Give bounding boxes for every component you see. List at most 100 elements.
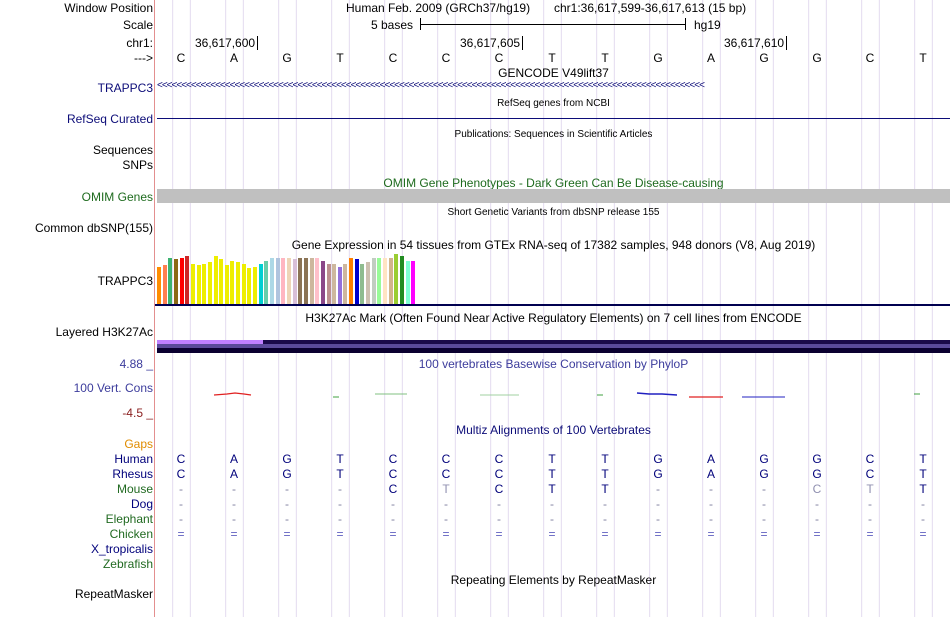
gtex-tissue-bar[interactable]: [253, 266, 258, 304]
repeatmasker-track-label[interactable]: RepeatMasker: [74, 587, 153, 601]
refseq-track-label[interactable]: RefSeq Curated: [66, 112, 153, 126]
gtex-tissue-bar[interactable]: [411, 260, 416, 304]
gtex-tissue-bar[interactable]: [298, 257, 303, 304]
alignment-base: -: [285, 497, 289, 511]
gtex-tissue-bar[interactable]: [399, 255, 404, 304]
alignment-base: A: [229, 467, 238, 481]
ruler-base: G: [759, 51, 769, 65]
publications-track-label-2[interactable]: SNPs: [122, 158, 153, 172]
position-readout: chr1:36,617,599-36,617,613 (15 bp): [554, 1, 747, 15]
omim-feature-bar[interactable]: [157, 189, 950, 203]
ruler-base: C: [494, 51, 504, 65]
gtex-tissue-bar[interactable]: [247, 268, 252, 304]
refseq-gene-line[interactable]: [157, 118, 950, 119]
repeatmasker-track-title: Repeating Elements by RepeatMasker: [450, 573, 657, 587]
gtex-tissue-bar[interactable]: [236, 262, 241, 304]
omim-track-label[interactable]: OMIM Genes: [81, 190, 153, 204]
gtex-tissue-bar[interactable]: [270, 257, 274, 304]
alignment-base: -: [444, 497, 448, 511]
alignment-base: -: [338, 497, 342, 511]
species-label: Chicken: [109, 527, 153, 541]
gtex-tissue-bar[interactable]: [196, 265, 201, 304]
gtex-tissue-bar[interactable]: [360, 263, 365, 304]
gtex-tissue-bar[interactable]: [179, 257, 184, 304]
alignment-base: =: [654, 527, 662, 541]
alignment-base: G: [759, 452, 769, 466]
publications-track-label[interactable]: Sequences: [92, 143, 153, 157]
h3k27ac-track-title: H3K27Ac Mark (Often Found Near Active Re…: [305, 311, 802, 325]
gtex-tissue-bar[interactable]: [332, 263, 337, 304]
gtex-tissue-bar[interactable]: [224, 265, 229, 304]
gtex-track-title: Gene Expression in 54 tissues from GTEx …: [291, 238, 816, 252]
gtex-tissue-bar[interactable]: [371, 257, 376, 304]
alignment-base: C: [441, 452, 451, 466]
alignment-base: -: [656, 497, 660, 511]
alignment-base: -: [709, 497, 713, 511]
alignment-base: =: [919, 527, 927, 541]
alignment-base: -: [550, 497, 554, 511]
ruler-base: A: [229, 51, 238, 65]
phylop-track-label[interactable]: 100 Vert. Cons: [73, 381, 153, 395]
refseq-track-title: RefSeq genes from NCBI: [497, 98, 610, 109]
gtex-tissue-bar[interactable]: [388, 257, 393, 304]
gtex-tissue-bar[interactable]: [275, 257, 280, 304]
gencode-gene-feature[interactable]: <<<<<<<<<<<<<<<<<<<<<<<<<<<<<<<<<<<<<<<<…: [157, 80, 705, 91]
h3k27ac-signal[interactable]: [157, 340, 950, 353]
gtex-tissue-bar[interactable]: [377, 257, 382, 304]
gtex-tissue-bar[interactable]: [383, 257, 387, 304]
gtex-tissue-bar[interactable]: [394, 254, 399, 304]
gtex-tissue-bar[interactable]: [309, 257, 314, 304]
gtex-tissue-bar[interactable]: [286, 257, 291, 304]
gtex-tissue-bar[interactable]: [264, 260, 269, 304]
gencode-track-title: GENCODE V49lift37: [498, 66, 609, 80]
phylop-plot[interactable]: [157, 370, 950, 410]
alignment-base: A: [229, 452, 238, 466]
gtex-tissue-bar[interactable]: [157, 266, 161, 304]
alignment-base: G: [759, 467, 769, 481]
gtex-tissue-bar[interactable]: [303, 257, 308, 304]
gtex-track-label[interactable]: TRAPPC3: [97, 274, 153, 288]
gtex-tissue-bar[interactable]: [213, 255, 218, 304]
alignment-base: -: [762, 497, 766, 511]
gtex-tissue-bar[interactable]: [173, 259, 178, 304]
gtex-tissue-bar[interactable]: [292, 259, 297, 304]
alignment-base: =: [442, 527, 450, 541]
gtex-tissue-bar[interactable]: [354, 259, 359, 304]
alignment-base: -: [550, 512, 554, 526]
alignment-base: -: [338, 512, 342, 526]
gtex-tissue-bar[interactable]: [241, 263, 246, 304]
h3k27ac-track-label[interactable]: Layered H3K27Ac: [55, 325, 153, 339]
ruler-base: C: [865, 51, 875, 65]
dbsnp-track-label[interactable]: Common dbSNP(155): [34, 221, 153, 235]
gtex-tissue-bar[interactable]: [326, 263, 331, 304]
alignment-base: C: [388, 452, 398, 466]
gtex-tissue-bar[interactable]: [258, 263, 263, 304]
alignment-base: -: [232, 512, 236, 526]
gtex-tissue-bar[interactable]: [219, 259, 224, 304]
gtex-tissue-bar[interactable]: [405, 260, 410, 304]
gtex-tissue-bar[interactable]: [207, 262, 212, 304]
gtex-tissue-bar[interactable]: [337, 266, 342, 304]
alignment-base: =: [336, 527, 344, 541]
gtex-tissue-bar[interactable]: [162, 265, 167, 304]
gtex-tissue-bar[interactable]: [185, 255, 190, 304]
strand-label: --->: [134, 51, 153, 65]
ruler-base: C: [388, 51, 398, 65]
scale-label: Scale: [122, 18, 153, 32]
gtex-tissue-bar[interactable]: [366, 262, 371, 304]
gtex-expression-chart[interactable]: [157, 252, 557, 304]
gencode-track-label[interactable]: TRAPPC3: [97, 81, 153, 95]
gtex-tissue-bar[interactable]: [315, 257, 320, 304]
multiz-track-title: Multiz Alignments of 100 Vertebrates: [456, 423, 651, 437]
gtex-tissue-bar[interactable]: [349, 257, 354, 304]
gtex-tissue-bar[interactable]: [168, 257, 173, 304]
gtex-tissue-bar[interactable]: [202, 263, 207, 304]
gtex-tissue-bar[interactable]: [320, 260, 325, 304]
gtex-tissue-bar[interactable]: [343, 263, 348, 304]
species-label: Dog: [130, 497, 153, 511]
gtex-tissue-bar[interactable]: [281, 257, 286, 304]
gtex-tissue-bar[interactable]: [190, 263, 195, 304]
alignment-base: -: [179, 497, 183, 511]
gtex-tissue-bar[interactable]: [230, 260, 235, 304]
multiz-gaps-label: Gaps: [124, 437, 153, 451]
